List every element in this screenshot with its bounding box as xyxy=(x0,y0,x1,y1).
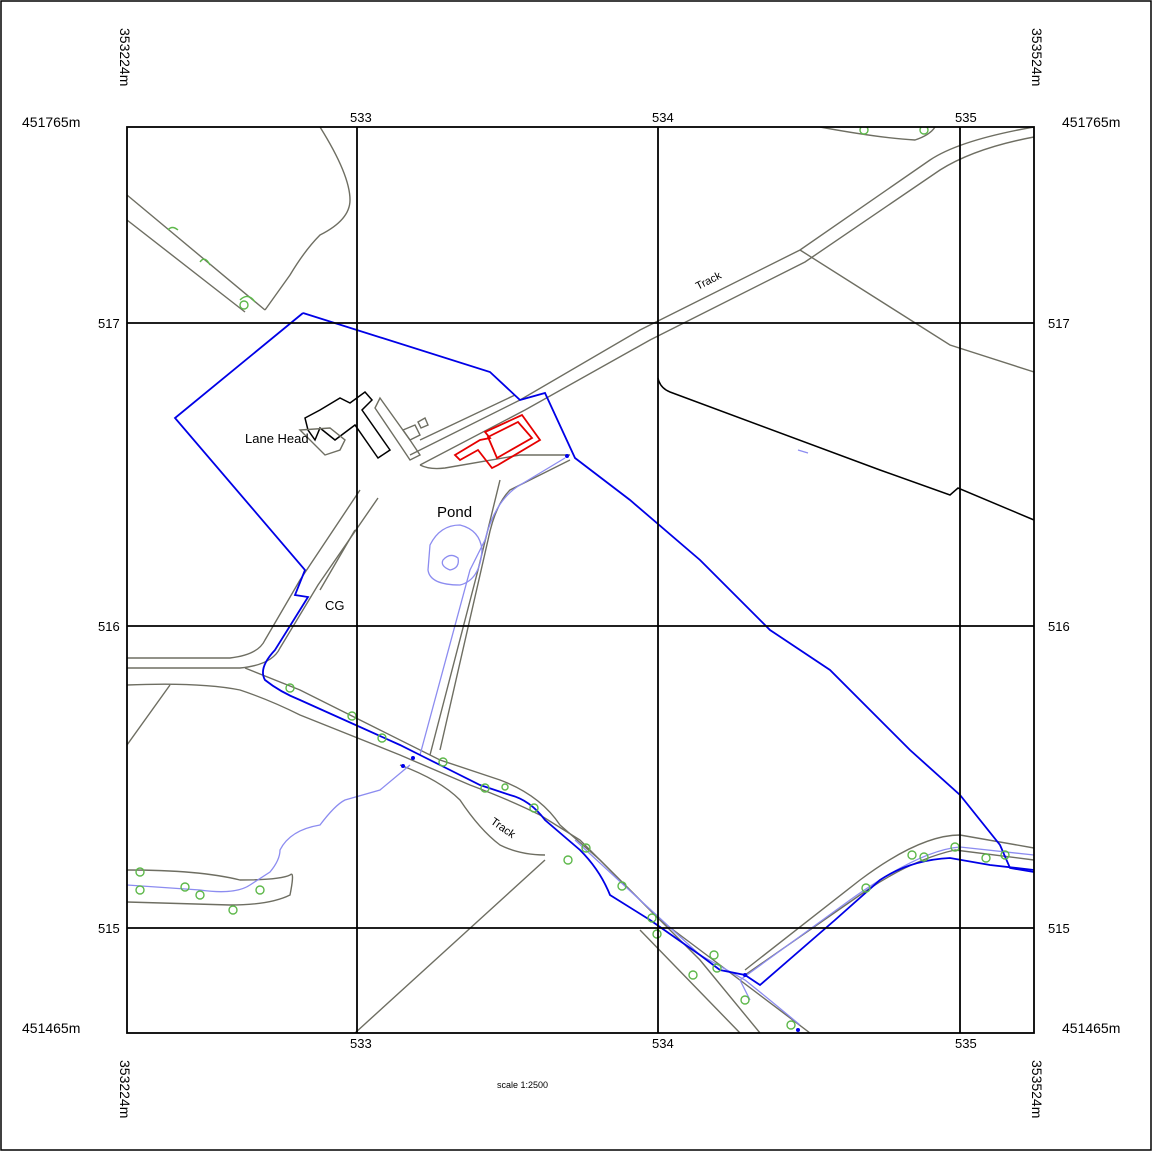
field-boundary-north xyxy=(264,127,351,311)
site-outline-red xyxy=(453,413,542,470)
cattle-grid-label: CG xyxy=(325,598,345,613)
field-boundary-northeast xyxy=(819,127,936,141)
easting-bottom-right: 353524m xyxy=(1029,1060,1045,1118)
tree-symbols xyxy=(135,127,1010,1030)
map-frame xyxy=(126,126,1035,1034)
map-content: Lane Head Pond CG Track Track xyxy=(127,127,1034,1033)
lane-head-buildings xyxy=(304,390,392,460)
grid-lines xyxy=(127,127,1034,1033)
northing-top-left: 451765m xyxy=(22,114,80,130)
node-markers xyxy=(401,454,800,1032)
northing-bottom-right: 451465m xyxy=(1062,1020,1120,1036)
grid-x-label-top-3: 535 xyxy=(955,110,977,125)
road-spur-southwest xyxy=(354,859,546,1033)
grid-y-label-right-2: 516 xyxy=(1048,619,1070,634)
field-boundary-southwest xyxy=(127,869,294,906)
road-lane-sw xyxy=(127,489,379,669)
easting-top-left: 353224m xyxy=(117,28,133,86)
grid-y-label-left-1: 517 xyxy=(98,316,120,331)
northing-top-right: 451765m xyxy=(1062,114,1120,130)
stream-southeast xyxy=(739,846,1034,1001)
northing-bottom-left: 451465m xyxy=(22,1020,80,1036)
grid-y-label-right-3: 515 xyxy=(1048,921,1070,936)
place-name-label: Lane Head xyxy=(245,431,309,446)
road-south-corridor xyxy=(127,667,811,1033)
outbuildings xyxy=(298,396,429,461)
grid-x-label-bottom-1: 533 xyxy=(350,1036,372,1051)
pond-label: Pond xyxy=(437,504,472,521)
grid-y-label-right-1: 517 xyxy=(1048,316,1070,331)
grid-x-label-bottom-3: 535 xyxy=(955,1036,977,1051)
drain-icon xyxy=(797,449,809,454)
easting-top-right: 353524m xyxy=(1029,28,1045,86)
stream-west xyxy=(127,457,566,893)
grid-y-label-left-3: 515 xyxy=(98,921,120,936)
grid-x-label-top-1: 533 xyxy=(350,110,372,125)
easting-bottom-left: 353224m xyxy=(117,1060,133,1118)
field-boundary-black xyxy=(657,377,1034,521)
boundary-blue xyxy=(302,312,1034,873)
stream-south xyxy=(574,839,801,1026)
pond-shape xyxy=(427,524,483,586)
scale-label: scale 1:2500 xyxy=(497,1080,548,1090)
road-south-lower xyxy=(639,929,741,1033)
grid-x-label-top-2: 534 xyxy=(652,110,674,125)
grid-y-label-left-2: 516 xyxy=(98,619,120,634)
road-nw-lane xyxy=(127,194,266,313)
grid-x-label-bottom-2: 534 xyxy=(652,1036,674,1051)
field-boundary-south xyxy=(127,684,171,746)
track-north-road xyxy=(409,127,1034,466)
